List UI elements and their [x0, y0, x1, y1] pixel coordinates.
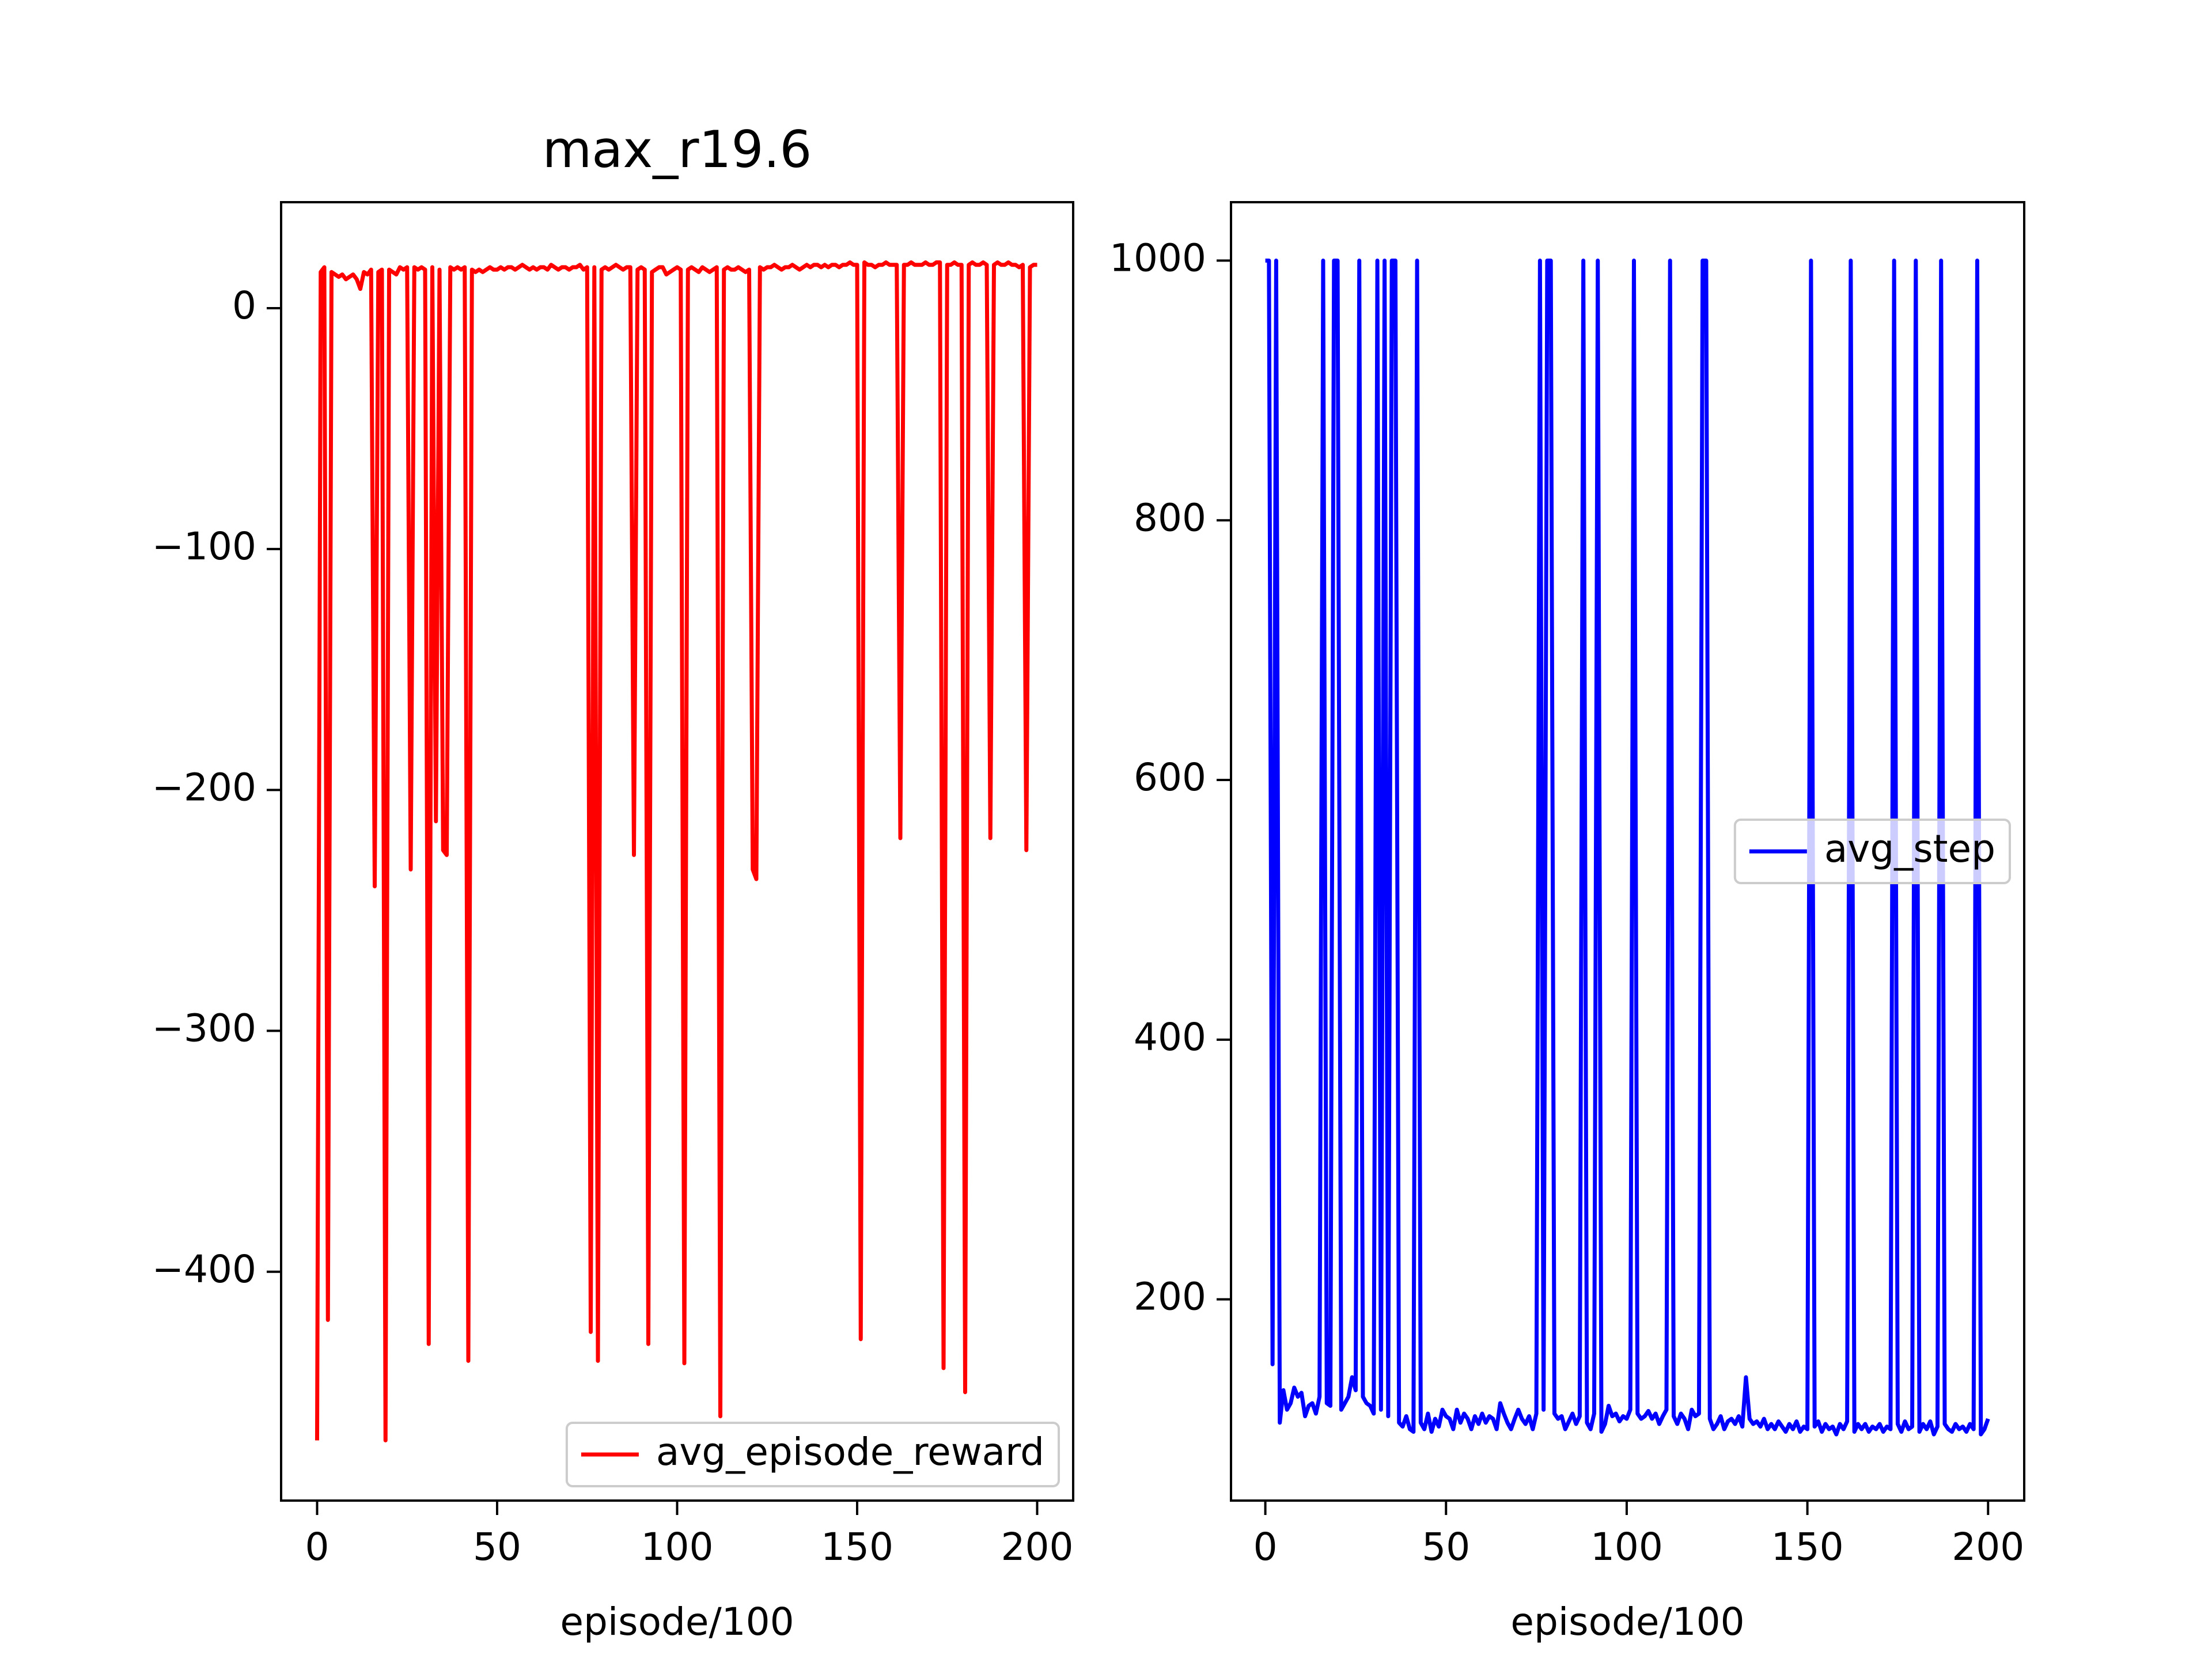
y-tick-label: 400 [1134, 1015, 1206, 1059]
x-tick-label: 100 [641, 1525, 714, 1569]
data-line [315, 260, 1037, 1442]
axes-frame [280, 201, 1074, 1502]
y-tick-label: 200 [1134, 1275, 1206, 1319]
y-tick-label: 600 [1134, 755, 1206, 800]
x-axis-label: episode/100 [1510, 1600, 1744, 1644]
subplot: max_r19.6 episode/100 0 50 100 150 200 −400 −300… [152, 120, 1074, 1644]
x-tick-label: 50 [473, 1525, 521, 1569]
data-line [1265, 258, 1990, 1437]
legend-box [1733, 819, 2011, 884]
y-tick-label: 1000 [1109, 236, 1206, 280]
legend: avg_episode_reward [565, 1422, 1060, 1487]
x-tick-label: 0 [1253, 1525, 1278, 1569]
x-tick-label: 150 [821, 1525, 893, 1569]
y-tick-label: −400 [152, 1247, 256, 1291]
x-tick-label: 100 [1590, 1525, 1663, 1569]
x-tick-label: 200 [1001, 1525, 1074, 1569]
y-tick-label: 800 [1134, 495, 1206, 540]
y-tick-label: 0 [232, 283, 256, 328]
legend-label: avg_step [1824, 827, 1995, 871]
x-tick-label: 0 [305, 1525, 329, 1569]
subplot: episode/100 0 50 100 150 200 200 400 600 800 1000 a… [1109, 201, 2025, 1644]
x-axis-label: episode/100 [560, 1600, 794, 1644]
legend-label: avg_episode_reward [656, 1430, 1044, 1474]
x-tick-label: 150 [1771, 1525, 1844, 1569]
x-tick-label: 50 [1422, 1525, 1470, 1569]
legend: avg_step [1733, 819, 2011, 884]
axes-frame [1230, 201, 2025, 1502]
chart-title: max_r19.6 [543, 120, 812, 179]
y-tick-label: −100 [152, 524, 256, 569]
x-tick-label: 200 [1952, 1525, 2024, 1569]
y-tick-label: −300 [152, 1006, 256, 1051]
y-tick-label: −200 [152, 765, 256, 809]
legend-box [565, 1422, 1060, 1487]
